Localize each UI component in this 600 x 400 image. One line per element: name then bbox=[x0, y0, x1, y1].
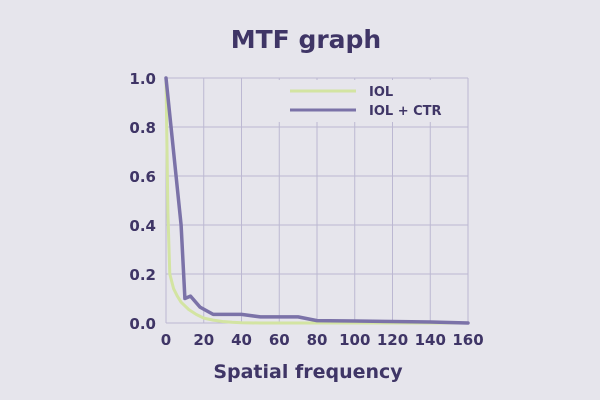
series-line-0 bbox=[164, 76, 470, 325]
x-tick-label-6: 120 bbox=[377, 331, 408, 349]
legend: IOL IOL + CTR bbox=[278, 80, 442, 122]
legend-label-iol-ctr: IOL + CTR bbox=[369, 104, 442, 119]
x-tick-label-3: 60 bbox=[269, 331, 290, 349]
chart-title: MTF graph bbox=[231, 25, 382, 54]
legend-label-iol: IOL bbox=[369, 85, 393, 100]
x-tick-label-8: 160 bbox=[452, 331, 483, 349]
x-tick-label-2: 40 bbox=[231, 331, 252, 349]
y-tick-label-0: 0.0 bbox=[129, 315, 156, 333]
x-tick-label-7: 140 bbox=[415, 331, 446, 349]
y-tick-label-1: 0.2 bbox=[129, 266, 156, 284]
legend-box bbox=[278, 80, 438, 122]
x-tick-label-1: 20 bbox=[193, 331, 214, 349]
series-line-1 bbox=[164, 76, 470, 325]
y-tick-label-3: 0.6 bbox=[129, 168, 156, 186]
x-tick-label-5: 100 bbox=[339, 331, 370, 349]
y-tick-label-4: 0.8 bbox=[129, 119, 156, 137]
tick-labels: 0 20 40 60 80 100 120 140 160 0.0 0.2 0.4 0.6 0.8 1.0 bbox=[129, 70, 483, 349]
x-tick-label-0: 0 bbox=[161, 331, 171, 349]
y-tick-label-5: 1.0 bbox=[129, 70, 156, 88]
x-axis-title: Spatial frequency bbox=[213, 361, 403, 383]
x-tick-label-4: 80 bbox=[307, 331, 328, 349]
series-lines bbox=[164, 76, 470, 325]
y-tick-label-2: 0.4 bbox=[129, 217, 156, 235]
